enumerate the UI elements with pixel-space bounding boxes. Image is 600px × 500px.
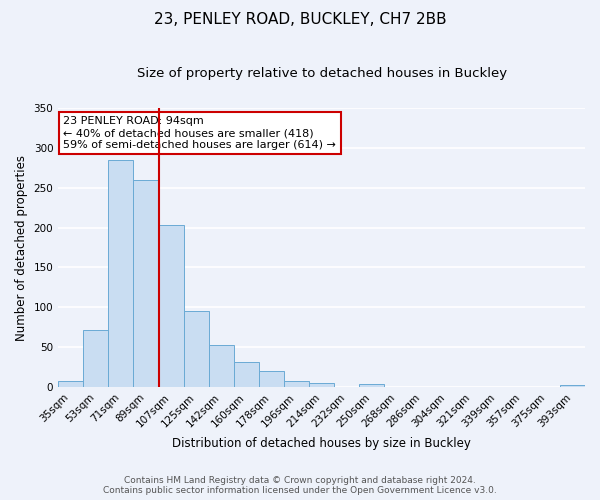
Bar [83,330,109,387]
Bar [309,383,334,387]
Bar [109,160,133,387]
X-axis label: Distribution of detached houses by size in Buckley: Distribution of detached houses by size … [172,437,471,450]
Bar [259,371,284,387]
Text: 23 PENLEY ROAD: 94sqm
← 40% of detached houses are smaller (418)
59% of semi-det: 23 PENLEY ROAD: 94sqm ← 40% of detached … [64,116,337,150]
Bar [158,225,184,387]
Bar [209,344,234,387]
Bar [58,380,83,387]
Bar [560,386,585,387]
Bar [234,362,259,387]
Bar [359,384,385,387]
Bar [133,180,158,387]
Y-axis label: Number of detached properties: Number of detached properties [15,154,28,340]
Text: Contains HM Land Registry data © Crown copyright and database right 2024.
Contai: Contains HM Land Registry data © Crown c… [103,476,497,495]
Text: 23, PENLEY ROAD, BUCKLEY, CH7 2BB: 23, PENLEY ROAD, BUCKLEY, CH7 2BB [154,12,446,28]
Title: Size of property relative to detached houses in Buckley: Size of property relative to detached ho… [137,68,506,80]
Bar [184,311,209,387]
Bar [284,382,309,387]
